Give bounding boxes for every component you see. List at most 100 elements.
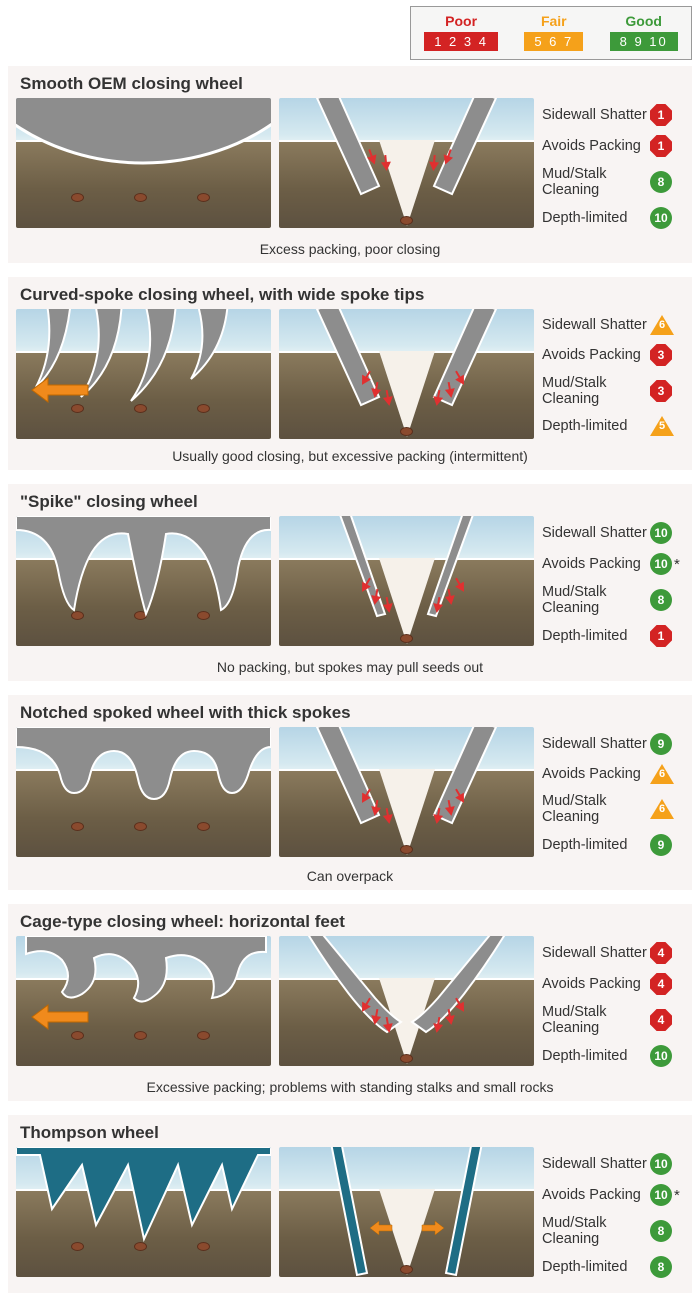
criterion-label: Mud/Stalk Cleaning <box>542 584 650 616</box>
legend-poor: Poor 1 2 3 4 <box>424 13 498 51</box>
cross-section-diagram <box>279 727 534 857</box>
score-line: Depth-limited5 <box>542 416 684 436</box>
panel-caption: Usually good closing, but excessive pack… <box>16 448 684 464</box>
score-line: Mud/Stalk Cleaning6 <box>542 793 684 825</box>
score-line: Avoids Packing 4 <box>542 973 684 995</box>
legend-poor-label: Poor <box>424 13 498 29</box>
score-line: Depth-limited8 <box>542 1256 684 1278</box>
score-line: Avoids Packing 3 <box>542 344 684 366</box>
criterion-label: Avoids Packing <box>542 556 641 572</box>
criterion-label: Avoids Packing <box>542 976 641 992</box>
score-badge: 1 <box>650 104 672 126</box>
score-badge: 10 <box>650 1153 672 1175</box>
score-badge: 6 <box>650 315 674 335</box>
panel-title: "Spike" closing wheel <box>20 492 684 512</box>
star-icon: * <box>674 1187 680 1204</box>
scores: Sidewall Shatter9Avoids Packing6Mud/Stal… <box>534 727 684 865</box>
legend: Poor 1 2 3 4 Fair 5 6 7 Good 8 9 10 <box>410 6 692 60</box>
score-line: Sidewall Shatter4 <box>542 942 684 964</box>
score-line: Avoids Packing1 <box>542 135 684 157</box>
cross-section-diagram <box>279 309 534 439</box>
side-view-diagram <box>16 98 271 228</box>
criterion-label: Depth-limited <box>542 837 627 853</box>
score-line: Mud/Stalk Cleaning8 <box>542 166 684 198</box>
panel-title: Thompson wheel <box>20 1123 684 1143</box>
score-line: Depth-limited 9 <box>542 834 684 856</box>
score-badge: 1 <box>650 135 672 157</box>
score-badge: 10 <box>650 1184 672 1206</box>
legend-fair-nums: 5 6 7 <box>524 32 583 51</box>
score-line: Avoids Packing 10* <box>542 553 684 575</box>
score-line: Depth-limited 1 <box>542 625 684 647</box>
score-badge: 4 <box>650 942 672 964</box>
star-icon: * <box>674 556 680 573</box>
score-badge: 4 <box>650 973 672 995</box>
score-line: Depth-limited10 <box>542 1045 684 1067</box>
score-line: Mud/Stalk Cleaning3 <box>542 375 684 407</box>
criterion-label: Sidewall Shatter <box>542 1156 647 1172</box>
score-line: Sidewall Shatter6 <box>542 315 684 335</box>
panel: Smooth OEM closing wheel Sidewall Shatte… <box>8 66 692 263</box>
score-line: Sidewall Shatter9 <box>542 733 684 755</box>
panel: Notched spoked wheel with thick spokes S… <box>8 695 692 890</box>
score-badge: 10 <box>650 553 672 575</box>
side-view-diagram <box>16 516 271 646</box>
criterion-label: Avoids Packing <box>542 1187 641 1203</box>
criterion-label: Avoids Packing <box>542 347 641 363</box>
panel-title: Smooth OEM closing wheel <box>20 74 684 94</box>
score-badge: 3 <box>650 344 672 366</box>
panel-title: Notched spoked wheel with thick spokes <box>20 703 684 723</box>
score-badge: 10 <box>650 1045 672 1067</box>
score-badge: 10 <box>650 522 672 544</box>
score-badge: 9 <box>650 733 672 755</box>
criterion-label: Mud/Stalk Cleaning <box>542 793 650 825</box>
legend-fair: Fair 5 6 7 <box>524 13 583 51</box>
criterion-label: Sidewall Shatter <box>542 525 647 541</box>
score-badge: 8 <box>650 171 672 193</box>
panel: "Spike" closing wheel Sidewall Shatter10… <box>8 484 692 681</box>
panel-caption: Excess packing, poor closing <box>16 241 684 257</box>
score-badge: 6 <box>650 764 674 784</box>
score-line: Mud/Stalk Cleaning4 <box>542 1004 684 1036</box>
score-badge: 4 <box>650 1009 672 1031</box>
panel: Cage-type closing wheel: horizontal feet… <box>8 904 692 1101</box>
criterion-label: Mud/Stalk Cleaning <box>542 1004 650 1036</box>
score-line: Mud/Stalk Cleaning8 <box>542 584 684 616</box>
criterion-label: Sidewall Shatter <box>542 736 647 752</box>
score-badge: 9 <box>650 834 672 856</box>
criterion-label: Depth-limited <box>542 418 627 434</box>
panel-caption: No packing, but spokes may pull seeds ou… <box>16 659 684 675</box>
panel: Curved-spoke closing wheel, with wide sp… <box>8 277 692 470</box>
panel-title: Curved-spoke closing wheel, with wide sp… <box>20 285 684 305</box>
criterion-label: Mud/Stalk Cleaning <box>542 375 650 407</box>
score-line: Depth-limited10 <box>542 207 684 229</box>
score-line: Sidewall Shatter1 <box>542 104 684 126</box>
legend-fair-label: Fair <box>524 13 583 29</box>
panel-caption: Can overpack <box>16 868 684 884</box>
legend-good-nums: 8 9 10 <box>610 32 678 51</box>
cross-section-diagram <box>279 98 534 228</box>
criterion-label: Depth-limited <box>542 628 627 644</box>
score-line: Sidewall Shatter10 <box>542 1153 684 1175</box>
score-badge: 8 <box>650 589 672 611</box>
score-badge: 8 <box>650 1220 672 1242</box>
legend-good: Good 8 9 10 <box>610 13 678 51</box>
legend-good-label: Good <box>610 13 678 29</box>
criterion-label: Depth-limited <box>542 1259 627 1275</box>
criterion-label: Avoids Packing <box>542 766 641 782</box>
score-badge: 3 <box>650 380 672 402</box>
side-view-diagram <box>16 727 271 857</box>
score-badge: 1 <box>650 625 672 647</box>
scores: Sidewall Shatter10 Avoids Packing 10* Mud/S… <box>534 516 684 656</box>
score-line: Sidewall Shatter10 <box>542 522 684 544</box>
score-badge: 6 <box>650 799 674 819</box>
score-line: Avoids Packing 10* <box>542 1184 684 1206</box>
panel: Thompson wheel Sidewall Shatter10Avoids … <box>8 1115 692 1293</box>
score-line: Avoids Packing 6 <box>542 764 684 784</box>
panels-container: Smooth OEM closing wheel Sidewall Shatte… <box>0 66 700 1293</box>
scores: Sidewall Shatter6Avoids Packing3Mud/Stal… <box>534 309 684 445</box>
side-view-diagram <box>16 309 271 439</box>
cross-section-diagram <box>279 1147 534 1277</box>
criterion-label: Mud/Stalk Cleaning <box>542 166 650 198</box>
panel-title: Cage-type closing wheel: horizontal feet <box>20 912 684 932</box>
